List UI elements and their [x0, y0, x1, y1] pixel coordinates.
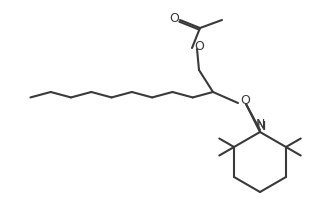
Text: N: N — [255, 118, 265, 130]
Text: O: O — [240, 94, 250, 108]
Text: O: O — [194, 41, 204, 54]
Text: O: O — [169, 12, 179, 25]
Text: N: N — [256, 119, 266, 133]
